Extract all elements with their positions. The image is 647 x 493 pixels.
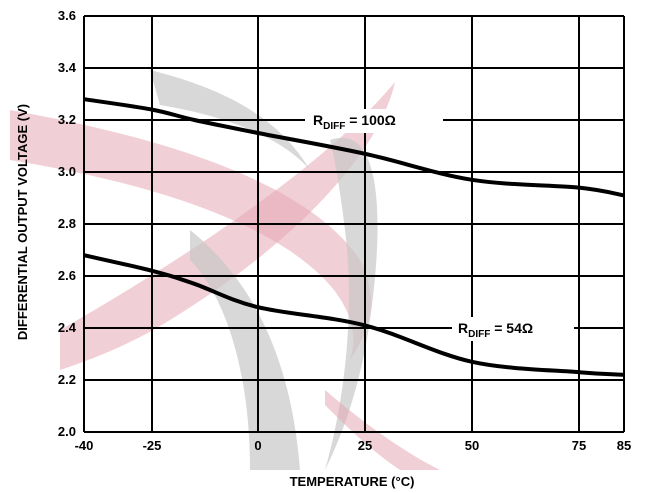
y-tick-label: 2.8	[58, 216, 76, 231]
x-tick-label: 0	[254, 438, 261, 453]
x-axis-title: TEMPERATURE (°C)	[290, 474, 415, 489]
series-labels: RDIFF = 100Ω RDIFF = 54Ω	[305, 109, 574, 341]
series-label-1: RDIFF = 54Ω	[458, 320, 533, 340]
x-tick-label: -25	[143, 438, 162, 453]
y-tick-label: 2.0	[58, 424, 76, 439]
series-label-bg	[305, 109, 443, 133]
y-tick-label: 3.0	[58, 164, 76, 179]
y-tick-label: 3.6	[58, 8, 76, 23]
series-line-0	[83, 97, 625, 198]
y-tick-label: 3.2	[58, 112, 76, 127]
y-tick-label: 3.4	[58, 60, 77, 75]
series-lines	[83, 97, 625, 377]
x-tick-label: 25	[358, 438, 372, 453]
series-label-0: RDIFF = 100Ω	[313, 112, 396, 132]
x-tick-label: 75	[572, 438, 586, 453]
x-tick-label: 85	[617, 438, 631, 453]
x-tick-label: -40	[75, 438, 94, 453]
tick-labels: -40 -25 0 25 50 75 85 2.0 2.2 2.4 2.6 2.8 3.0 3.2 3.4 3…	[58, 8, 631, 453]
y-tick-label: 2.2	[58, 372, 76, 387]
y-axis-title: DIFFERENTIAL OUTPUT VOLTAGE (V)	[15, 104, 30, 340]
series-line-1	[83, 253, 625, 377]
series-label-bg	[452, 317, 574, 341]
x-tick-label: 50	[465, 438, 479, 453]
y-tick-label: 2.4	[58, 320, 77, 335]
y-tick-label: 2.6	[58, 268, 76, 283]
